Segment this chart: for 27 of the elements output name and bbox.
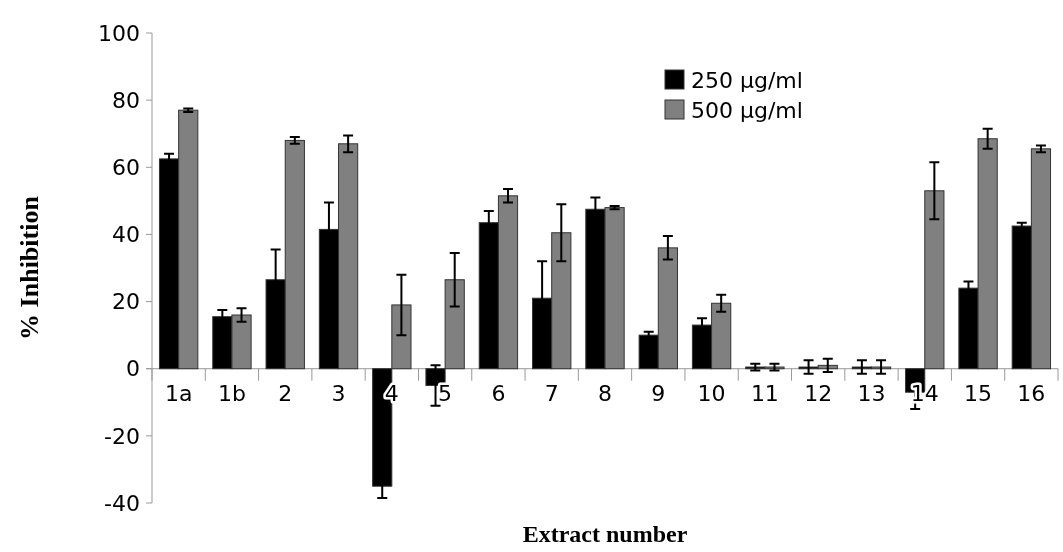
y-tick-label: -40 [104,490,140,516]
y-tick-label: -20 [104,423,140,449]
x-tick-label: 5 [438,380,453,406]
x-axis-title: Extract number [522,521,688,547]
x-tick-label: 9 [651,380,666,406]
y-tick-label: 40 [112,222,140,248]
legend-label: 250 µg/ml [691,67,803,93]
x-tick-label: 6 [491,380,506,406]
legend-label: 500 µg/ml [691,97,803,123]
y-tick-label: 60 [112,154,140,180]
y-tick-label: 0 [126,356,140,382]
x-tick-label: 15 [964,380,993,406]
y-tick-label: 100 [98,20,140,46]
x-tick-label: 13 [857,380,886,406]
x-tick-label: 1a [164,380,193,406]
x-tick-label: 2 [278,380,293,406]
x-tick-label: 11 [750,380,779,406]
y-tick-label: 20 [112,289,140,315]
x-tick-label: 16 [1017,380,1046,406]
x-tick-label: 7 [544,380,559,406]
x-tick-label: 8 [598,380,612,406]
x-tick-label: 1b [217,380,246,406]
x-tick-label: 3 [331,380,346,406]
y-axis-title: % Inhibition [15,195,44,340]
y-tick-label: 80 [112,87,140,113]
x-tick-label: 10 [697,380,726,406]
x-tick-label: 12 [804,380,833,406]
